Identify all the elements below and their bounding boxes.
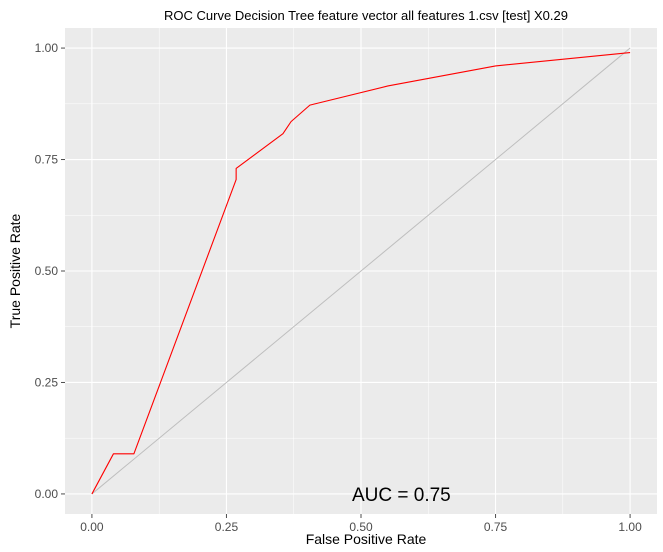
reference-layer: [91, 47, 631, 495]
y-tick-label: 0.00: [35, 487, 59, 501]
y-tick-label: 0.50: [35, 264, 59, 278]
x-tick-label: 0.25: [215, 520, 239, 534]
roc-curve-line: [91, 51, 631, 495]
y-tick-label: 0.25: [35, 375, 59, 389]
x-tick-label: 0.00: [80, 520, 104, 534]
annotation-layer: AUC = 0.75: [352, 485, 451, 506]
x-tick-label: 0.50: [349, 520, 373, 534]
x-tick-label: 0.75: [484, 520, 508, 534]
y-axis-ticks: 0.00 0.25 0.50 0.75 1.00: [35, 41, 65, 501]
series-layer: [91, 51, 631, 495]
y-axis-label: True Positive Rate: [7, 213, 23, 328]
chart-title: ROC Curve Decision Tree feature vector a…: [164, 8, 568, 23]
reference-diagonal-line: [91, 47, 631, 495]
y-tick-label: 1.00: [35, 41, 59, 55]
y-tick-label: 0.75: [35, 153, 59, 167]
auc-annotation: AUC = 0.75: [352, 485, 451, 506]
x-axis-ticks: 0.00 0.25 0.50 0.75 1.00: [80, 514, 642, 534]
x-axis-label: False Positive Rate: [306, 531, 427, 547]
x-tick-label: 1.00: [618, 520, 642, 534]
